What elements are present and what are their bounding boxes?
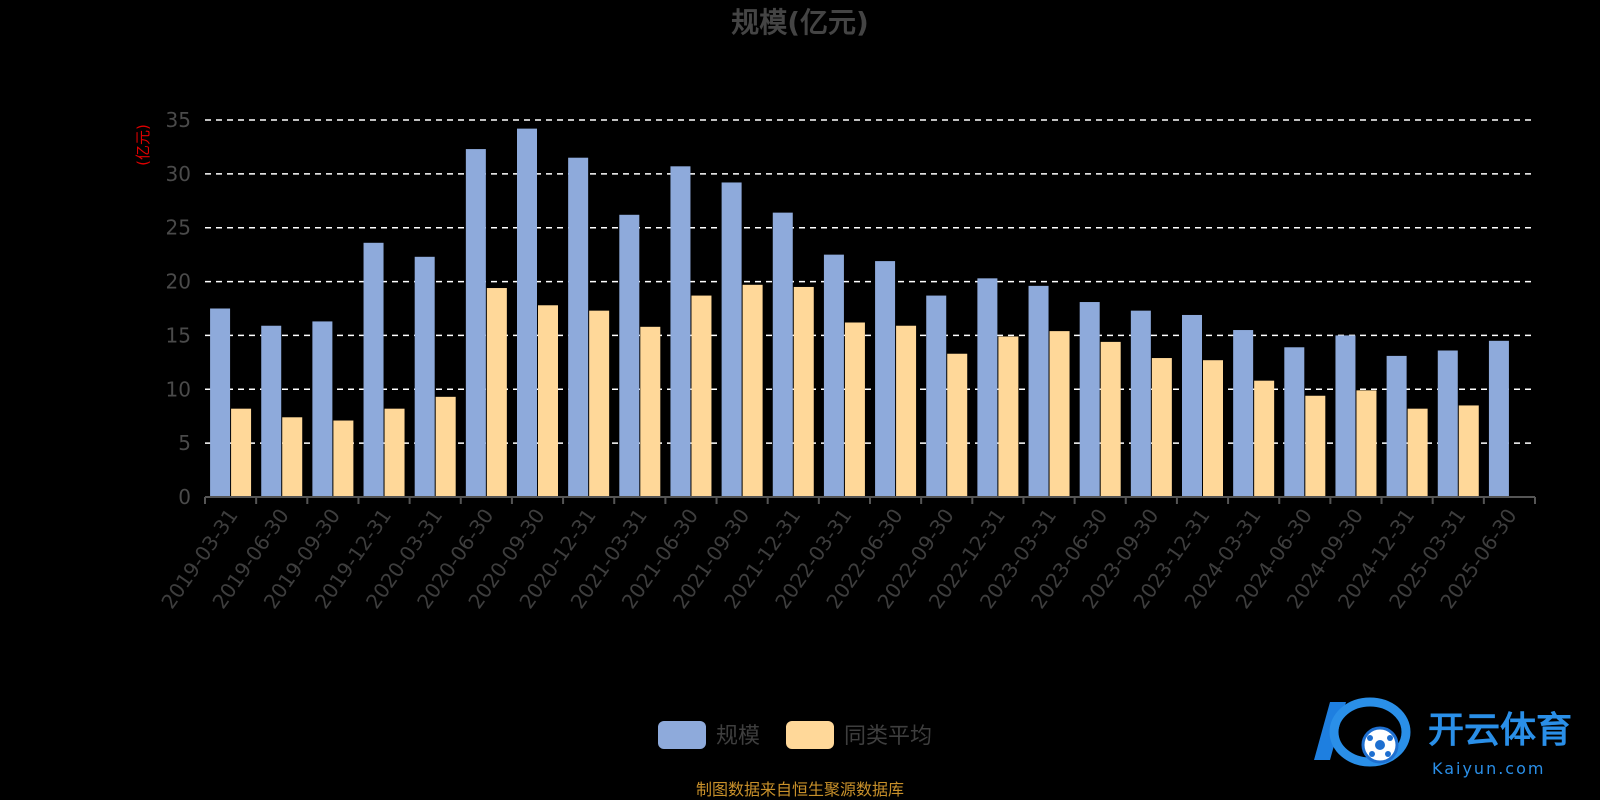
legend: 规模 同类平均 (658, 721, 932, 749)
bar-scale (1284, 347, 1305, 497)
bar-category-average (282, 417, 303, 497)
x-axis-ticks: 2019-03-312019-06-302019-09-302019-12-31… (156, 504, 1521, 613)
source-note: 制图数据来自恒生聚源数据库 (696, 780, 904, 799)
bar-scale (670, 166, 691, 497)
bar-category-average (1100, 341, 1121, 497)
bar-scale (363, 242, 384, 497)
bar-scale (721, 182, 742, 497)
y-tick-label: 10 (166, 377, 191, 401)
bar-scale (1130, 310, 1151, 497)
bar-category-average (486, 288, 507, 497)
bar-category-average (1305, 395, 1326, 497)
bar-category-average (1151, 358, 1172, 497)
bar-scale (465, 149, 486, 497)
bar-category-average (1458, 405, 1479, 497)
bar-scale (926, 295, 947, 497)
bar-scale (823, 254, 844, 497)
bar-category-average (384, 408, 405, 497)
y-tick-label: 15 (166, 323, 191, 347)
bar-category-average (1049, 331, 1070, 497)
bar-scale (414, 256, 435, 497)
bar-category-average (1254, 380, 1275, 497)
y-axis-unit-label: (亿元) (134, 124, 152, 166)
bar-category-average (435, 396, 456, 497)
bar-category-average (231, 408, 252, 497)
bar-scale (1488, 340, 1509, 497)
brand-name: 开云体育 (1428, 710, 1572, 751)
legend-label-scale: 规模 (716, 724, 760, 749)
bar-category-average (793, 286, 814, 497)
bar-category-average (538, 305, 558, 497)
bar-category-average (998, 336, 1019, 497)
brand-logo: 开云体育 Kaiyun.com (1314, 697, 1572, 778)
bar-category-average (896, 325, 917, 497)
bar-scale (312, 321, 333, 497)
bar-category-average (640, 326, 661, 497)
y-axis-ticks: 0 5 10 15 20 25 30 35 (166, 108, 191, 509)
brand-emblem-icon (1314, 697, 1411, 767)
bar-scale (619, 214, 640, 497)
bar-scale (977, 278, 998, 497)
legend-label-category-average: 同类平均 (844, 724, 932, 749)
bar-scale (1233, 330, 1254, 497)
bar-scale (772, 212, 793, 498)
bar-scale (1182, 314, 1202, 497)
bar-category-average (691, 295, 712, 497)
bar-category-average (1407, 408, 1428, 497)
bars (210, 128, 1509, 498)
bar-scale (1386, 355, 1407, 497)
bar-category-average (844, 322, 865, 497)
legend-swatch-category-average (786, 721, 834, 749)
brand-domain: Kaiyun.com (1432, 759, 1545, 778)
bar-category-average (947, 353, 968, 497)
y-tick-label: 30 (166, 162, 191, 186)
y-tick-label: 25 (166, 216, 191, 240)
x-axis (204, 496, 1536, 504)
y-tick-label: 0 (178, 485, 191, 509)
bar-scale (568, 157, 589, 497)
bar-category-average (1203, 360, 1223, 497)
y-tick-label: 5 (178, 431, 191, 455)
bar-scale (210, 308, 231, 497)
y-tick-label: 35 (166, 108, 191, 132)
bar-category-average (333, 420, 354, 497)
bar-scale (875, 261, 896, 497)
bar-category-average (589, 310, 610, 497)
bar-scale (261, 325, 282, 497)
y-tick-label: 20 (166, 270, 191, 294)
bar-scale (1437, 350, 1458, 497)
bar-scale (517, 128, 537, 498)
bar-category-average (742, 284, 763, 497)
bar-scale (1079, 302, 1100, 497)
bar-scale (1335, 335, 1356, 497)
chart-title: 规模(亿元) (731, 6, 869, 39)
bar-category-average (1356, 390, 1377, 497)
legend-swatch-scale (658, 721, 706, 749)
bar-scale (1028, 285, 1049, 497)
